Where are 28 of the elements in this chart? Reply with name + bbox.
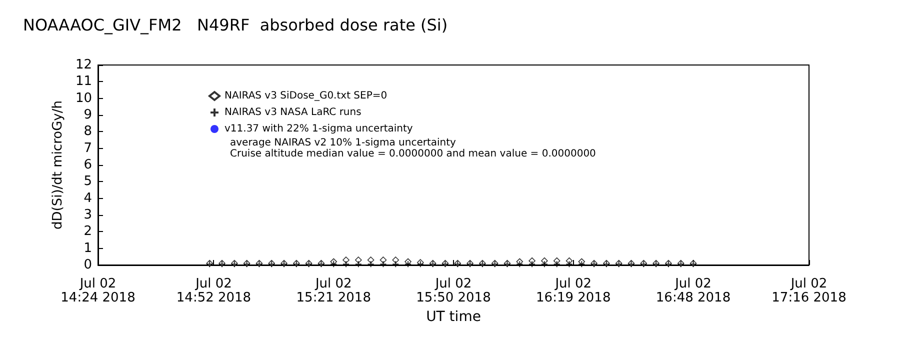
y-tick-label: 11 (75, 74, 92, 90)
y-tick-label: 3 (84, 208, 92, 222)
y-tick-label: 7 (84, 140, 92, 156)
x-tick-label: Jul 02 14:52 2018 (176, 276, 252, 306)
x-tick-label: Jul 02 14:24 2018 (60, 276, 136, 306)
chart-title: NOAAAOC_GIV_FM2 N49RF absorbed dose rate (Si) (23, 16, 448, 34)
x-tick-label: Jul 02 17:16 2018 (772, 276, 846, 306)
y-tick-label: 6 (84, 158, 92, 172)
y-tick-label: 8 (84, 124, 92, 140)
y-tick-label: 5 (84, 174, 92, 190)
y-tick-label: 0 (84, 258, 92, 272)
y-tick-label: 4 (84, 190, 92, 206)
legend-label: NAIRAS v3 SiDose_G0.txt SEP=0 (224, 90, 388, 102)
legend-label: v11.37 with 22% 1-sigma uncertainty (224, 124, 413, 134)
y-tick-label: 9 (84, 108, 92, 122)
y-tick-label: 12 (75, 58, 92, 72)
y-tick-label: 2 (84, 224, 92, 240)
x-tick-label: Jul 02 15:21 2018 (296, 276, 371, 306)
annotation: Cruise altitude median value = 0.0000000 and mean value = 0.0000000 (230, 148, 596, 160)
annotation: average NAIRAS v2 10% 1-sigma uncertainty (230, 138, 456, 148)
x-tick-label: Jul 02 16:48 2018 (656, 276, 731, 306)
y-tick-label: 10 (75, 90, 92, 106)
legend-label: NAIRAS v3 NASA LaRC runs (224, 107, 362, 118)
x-axis-title: UT time (426, 309, 481, 325)
x-tick-label: Jul 02 16:19 2018 (536, 276, 611, 306)
y-axis-title: dD(Si)/dt microGy/h (50, 100, 66, 230)
x-tick-label: Jul 02 15:50 2018 (416, 276, 491, 306)
y-tick-label: 1 (84, 240, 92, 256)
